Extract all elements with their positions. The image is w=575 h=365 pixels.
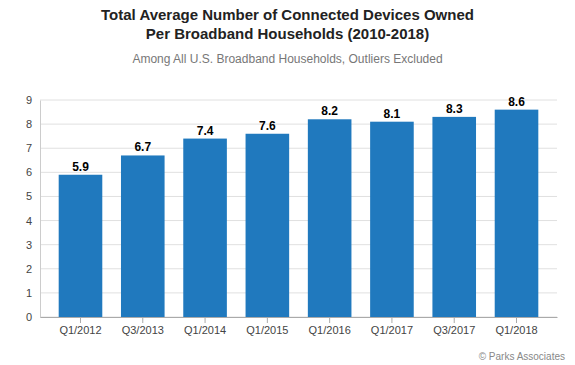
x-tick-mark — [267, 317, 268, 323]
x-tick-label: Q1/2018 — [495, 324, 537, 336]
bar — [121, 155, 165, 317]
bar — [59, 175, 103, 317]
x-tick: Q3/2017 — [433, 317, 475, 336]
bar — [495, 110, 539, 317]
title-line: Per Broadband Households (2010-2018) — [146, 25, 429, 42]
annotation: © Parks Associates — [479, 351, 565, 362]
data-label: 6.7 — [134, 140, 151, 154]
y-tick-label: 8 — [26, 118, 32, 130]
grid-line — [40, 148, 557, 149]
y-tick-label: 0 — [26, 311, 32, 323]
y-tick: 2 — [26, 263, 40, 275]
data-label: 7.6 — [259, 119, 276, 133]
grid-line — [40, 244, 557, 245]
x-tick: Q1/2018 — [495, 317, 537, 336]
grid — [40, 100, 557, 317]
data-labels: 5.9 6.7 7.4 7.6 8.2 8.1 8.3 8.6 — [72, 95, 525, 174]
x-tick-label: Q3/2017 — [433, 324, 475, 336]
grid-line — [40, 268, 557, 269]
y-tick-label: 1 — [26, 287, 32, 299]
y-tick-label: 4 — [26, 215, 32, 227]
x-tick-mark — [205, 317, 206, 323]
bar — [246, 134, 290, 317]
x-tick: Q3/2013 — [122, 317, 164, 336]
data-label: 8.1 — [384, 107, 401, 121]
bar — [370, 122, 414, 317]
y-tick-label: 6 — [26, 166, 32, 178]
y-tick: 7 — [26, 142, 40, 154]
y-tick-label: 3 — [26, 239, 32, 251]
title-line: Total Average Number of Connected Device… — [101, 6, 474, 23]
grid-line — [40, 124, 557, 125]
y-tick-label: 5 — [26, 190, 32, 202]
x-axis: Q1/2012 Q3/2013 Q1/2014 Q1/2015 Q1/2016 Q1/20… — [41, 317, 558, 336]
grid-line — [40, 292, 557, 293]
grid-line — [40, 220, 557, 221]
x-tick-mark — [142, 317, 143, 323]
x-tick-label: Q1/2015 — [246, 324, 288, 336]
y-tick: 5 — [26, 190, 40, 202]
grid-line — [40, 317, 557, 318]
x-tick-mark — [454, 317, 455, 323]
x-tick-label: Q3/2013 — [122, 324, 164, 336]
x-tick: Q1/2016 — [309, 317, 351, 336]
y-tick-label: 2 — [26, 263, 32, 275]
data-label: 8.6 — [508, 95, 525, 109]
y-tick: 6 — [26, 166, 40, 178]
grid-line — [40, 100, 557, 101]
x-tick: Q1/2017 — [371, 317, 413, 336]
x-tick-label: Q1/2014 — [184, 324, 226, 336]
bar — [308, 119, 352, 317]
data-label: 8.3 — [446, 102, 463, 116]
data-label: 7.4 — [197, 124, 214, 138]
x-tick-mark — [80, 317, 81, 323]
x-tick-mark — [329, 317, 330, 323]
x-tick: Q1/2015 — [246, 317, 288, 336]
y-tick: 3 — [26, 239, 40, 251]
data-label: 8.2 — [321, 104, 338, 118]
y-axis: 0 1 2 3 4 5 6 7 8 9 — [26, 94, 41, 323]
title: Total Average Number of Connected Device… — [101, 6, 474, 42]
chart-container: Total Average Number of Connected Device… — [0, 0, 575, 365]
subtitle: Among All U.S. Broadband Households, Out… — [132, 52, 442, 66]
bar — [183, 139, 227, 317]
data-label: 5.9 — [72, 160, 89, 174]
x-tick: Q1/2012 — [59, 317, 101, 336]
bar — [432, 117, 476, 317]
axis-line — [40, 101, 41, 318]
axis-line — [41, 317, 558, 318]
x-tick-label: Q1/2012 — [59, 324, 101, 336]
y-tick: 4 — [26, 215, 40, 227]
x-tick: Q1/2014 — [184, 317, 226, 336]
plot: 0123456789Q1/2012Q3/2013Q1/2014Q1/2015Q1… — [26, 94, 558, 336]
x-tick-label: Q1/2016 — [309, 324, 351, 336]
x-tick-mark — [391, 317, 392, 323]
bars — [59, 110, 539, 317]
y-tick-label: 7 — [26, 142, 32, 154]
grid-line — [40, 196, 557, 197]
chart-svg: Total Average Number of Connected Device… — [0, 0, 575, 365]
x-tick-mark — [516, 317, 517, 323]
y-tick-label: 9 — [26, 94, 32, 106]
y-tick: 0 — [26, 311, 40, 323]
y-tick: 1 — [26, 287, 40, 299]
x-tick-label: Q1/2017 — [371, 324, 413, 336]
y-tick: 9 — [26, 94, 40, 106]
grid-line — [40, 172, 557, 173]
y-tick: 8 — [26, 118, 40, 130]
